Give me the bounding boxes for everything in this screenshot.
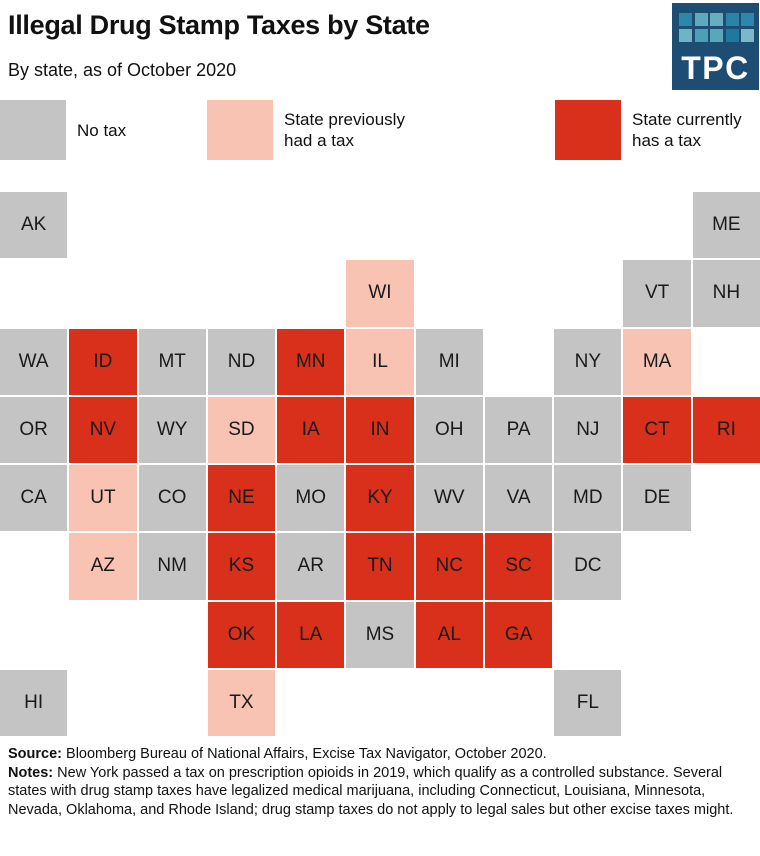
state-tile-nj: NJ [554, 396, 622, 463]
state-tile-in: IN [346, 396, 414, 463]
source-line: Source: Bloomberg Bureau of National Aff… [8, 745, 750, 764]
state-tile-ct: CT [623, 396, 691, 463]
state-tile-de: DE [623, 465, 691, 532]
tpc-logo-text: TPC [681, 50, 750, 86]
legend: No tax State previously had a tax State … [0, 100, 760, 162]
state-tile-wa: WA [0, 328, 68, 395]
legend-item-no-tax: No tax [0, 100, 126, 160]
tpc-logo-tiles-icon [679, 13, 754, 42]
state-tile-nc: NC [415, 533, 483, 600]
state-tile-fl: FL [554, 669, 622, 736]
state-tile-ak: AK [0, 192, 68, 259]
state-tile-ok: OK [207, 601, 276, 668]
footer-notes: Source: Bloomberg Bureau of National Aff… [8, 745, 750, 819]
state-tile-az: AZ [69, 533, 137, 600]
tpc-logo-tile [694, 13, 708, 26]
state-tile-ma: MA [623, 328, 691, 395]
notes-text: New York passed a tax on prescription op… [8, 764, 734, 818]
state-tile-ar: AR [277, 533, 345, 600]
state-tile-va: VA [484, 465, 553, 532]
tpc-logo-tile [725, 28, 739, 42]
tpc-logo-tile [741, 13, 754, 26]
tpc-logo-tile [679, 13, 692, 26]
state-tile-ny: NY [554, 328, 622, 395]
legend-label-no-tax: No tax [77, 120, 127, 140]
tpc-logo-tile [679, 28, 692, 42]
tpc-logo: TPC [672, 3, 759, 90]
state-tile-ia: IA [277, 396, 345, 463]
notes-line: Notes: New York passed a tax on prescrip… [8, 764, 750, 820]
tpc-logo-tile [694, 28, 708, 42]
state-tile-wy: WY [138, 396, 206, 463]
state-tile-mt: MT [138, 328, 206, 395]
legend-label-previous-tax: State previously had a tax [284, 110, 405, 150]
source-text: Bloomberg Bureau of National Affairs, Ex… [66, 746, 547, 762]
state-tile-or: OR [0, 396, 68, 463]
state-tile-nv: NV [69, 396, 137, 463]
state-tile-nd: ND [207, 328, 276, 395]
notes-label: Notes: [8, 764, 54, 781]
state-tile-mn: MN [277, 328, 345, 395]
state-tile-ne: NE [207, 465, 276, 532]
state-tile-vt: VT [623, 260, 691, 327]
state-tile-wi: WI [346, 260, 414, 327]
tpc-logo-tile [710, 13, 723, 26]
state-tile-nm: NM [138, 533, 206, 600]
state-tile-grid: AK ME WI VT NH WA ID MT ND MN IL MI NY MA OR NV WY SD IA IN… [0, 192, 760, 736]
state-tile-ky: KY [346, 465, 414, 532]
state-tile-me: ME [692, 192, 760, 259]
state-tile-ri: RI [692, 396, 760, 463]
tpc-logo-tile [741, 28, 754, 42]
state-tile-sd: SD [207, 396, 276, 463]
state-tile-dc: DC [554, 533, 622, 600]
state-tile-ga: GA [484, 601, 553, 668]
state-tile-ca: CA [0, 465, 68, 532]
state-tile-id: ID [69, 328, 137, 395]
state-tile-pa: PA [484, 396, 553, 463]
state-tile-ms: MS [346, 601, 414, 668]
tpc-logo-tile [710, 28, 723, 42]
state-tile-mo: MO [277, 465, 345, 532]
legend-swatch-previous-tax [207, 100, 273, 160]
state-tile-ut: UT [69, 465, 137, 532]
state-tile-al: AL [415, 601, 483, 668]
state-tile-tn: TN [346, 533, 414, 600]
state-tile-mi: MI [415, 328, 483, 395]
page-title: Illegal Drug Stamp Taxes by State [8, 10, 430, 40]
state-tile-hi: HI [0, 669, 68, 736]
legend-label-current-tax: State currently has a tax [632, 110, 742, 150]
page-subtitle: By state, as of October 2020 [8, 60, 237, 80]
tpc-logo-tile [725, 13, 739, 26]
state-tile-co: CO [138, 465, 206, 532]
state-tile-nh: NH [692, 260, 760, 327]
state-tile-oh: OH [415, 396, 483, 463]
legend-item-current-tax: State currently has a tax [555, 100, 760, 160]
state-tile-tx: TX [207, 669, 276, 736]
state-tile-il: IL [346, 328, 414, 395]
state-tile-la: LA [277, 601, 345, 668]
state-tile-sc: SC [484, 533, 553, 600]
legend-swatch-no-tax [0, 100, 66, 160]
state-tile-ks: KS [207, 533, 276, 600]
state-tile-wv: WV [415, 465, 483, 532]
source-label: Source: [8, 746, 62, 762]
legend-swatch-current-tax [555, 100, 621, 160]
state-tile-md: MD [554, 465, 622, 532]
legend-item-previous-tax: State previously had a tax [207, 100, 416, 160]
